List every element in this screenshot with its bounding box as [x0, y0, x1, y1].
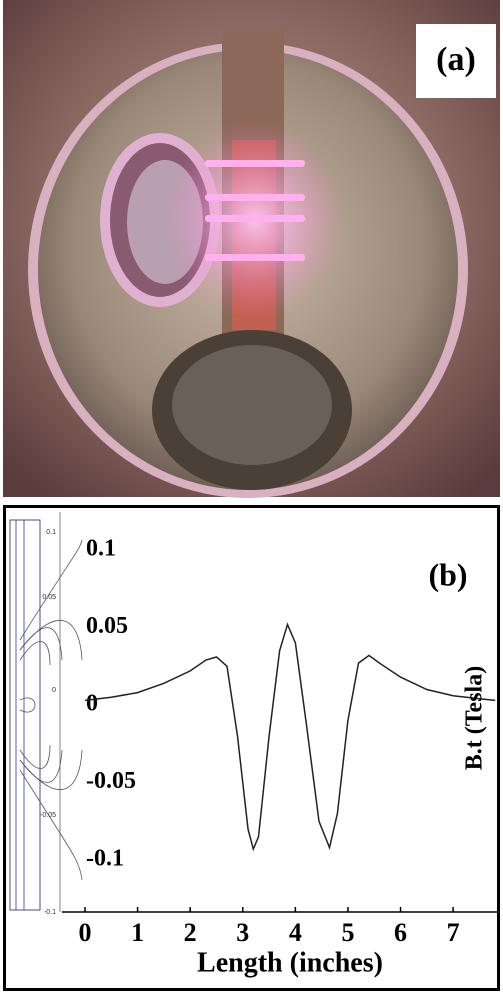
x-tick-label: 0	[79, 918, 92, 947]
y-tick-label: 0.1	[86, 536, 116, 562]
inset-tick-label: -0.1	[44, 909, 56, 916]
panel-label: (b)	[428, 556, 467, 592]
y-tick-label: 0	[86, 691, 98, 717]
figure: (a) 0.1 0.05 0 -0.05 -0.1 0.1 0.05 0 -0.05 -0.1 0 1…	[0, 0, 503, 992]
panel-label: (a)	[436, 41, 476, 78]
photo	[3, 0, 500, 498]
inset-tick-label: 0.1	[46, 529, 56, 536]
inset-tick-label: -0.05	[40, 812, 56, 819]
page: {"panel_a": {"label": "(a)"}, "chart_dat…	[0, 0, 503, 992]
x-tick-label: 6	[394, 918, 407, 947]
x-tick-label: 2	[184, 918, 197, 947]
x-tick-label: 7	[447, 918, 460, 947]
x-axis-label: Length (inches)	[197, 947, 383, 978]
x-tick-label: 5	[341, 918, 354, 947]
x-tick-label: 4	[289, 918, 302, 947]
y-tick-label: -0.1	[86, 846, 124, 872]
x-tick-label: 1	[131, 918, 144, 947]
x-tick-label: 3	[236, 918, 249, 947]
inset-tick-label: 0.05	[42, 594, 56, 601]
y-tick-label: -0.05	[86, 768, 136, 794]
y-axis-label: B.t (Tesla)	[462, 666, 488, 770]
inset-tick-label: 0	[52, 687, 56, 694]
y-tick-label: 0.05	[86, 613, 128, 639]
